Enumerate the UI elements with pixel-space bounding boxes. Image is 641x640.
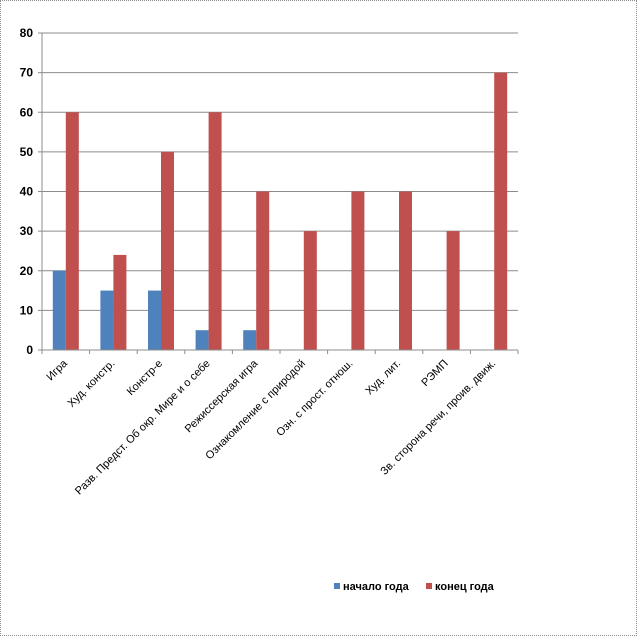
y-tick-label: 30 xyxy=(20,224,34,238)
bar-start-0 xyxy=(52,270,66,350)
bar-end-9 xyxy=(494,72,508,350)
x-tick-label: Ознакомление с природой xyxy=(203,358,308,463)
y-tick-label: 10 xyxy=(20,303,34,317)
bar-end-4 xyxy=(256,191,270,350)
bar-start-1 xyxy=(100,290,114,350)
x-tick-label: Худ. лит. xyxy=(363,358,403,398)
legend-swatch xyxy=(426,583,432,589)
legend-label: конец года xyxy=(435,581,495,593)
y-tick-label: 20 xyxy=(20,264,34,278)
bar-end-0 xyxy=(65,112,79,350)
bar-end-2 xyxy=(161,151,174,350)
bar-end-5 xyxy=(303,231,317,350)
bar-end-6 xyxy=(351,191,365,350)
y-tick-label: 0 xyxy=(26,343,33,357)
x-tick-label: Игра xyxy=(44,357,70,383)
legend-label: начало года xyxy=(343,581,410,593)
bar-end-7 xyxy=(399,191,412,350)
y-tick-label: 60 xyxy=(20,105,34,119)
x-tick-label: РЭМП xyxy=(419,358,450,389)
bar-start-2 xyxy=(148,290,161,350)
bar-end-8 xyxy=(446,231,460,350)
bar-end-1 xyxy=(113,254,127,350)
gridlines xyxy=(42,32,518,311)
legend-swatch xyxy=(334,583,340,589)
y-axis-ticks: 0 10 20 30 40 50 60 70 80 xyxy=(20,26,42,357)
axes xyxy=(41,33,519,354)
x-tick-label: Худ. констр. xyxy=(65,358,117,410)
x-tick-label: Констр-е xyxy=(125,358,165,398)
bar-end-3 xyxy=(208,112,222,350)
y-tick-label: 80 xyxy=(20,26,34,40)
y-tick-label: 70 xyxy=(20,66,34,80)
bars xyxy=(52,72,508,350)
y-tick-label: 50 xyxy=(20,145,34,159)
bar-start-4 xyxy=(243,330,257,350)
bar-start-3 xyxy=(195,330,209,350)
y-tick-label: 40 xyxy=(20,185,34,199)
legend: начало года конец года xyxy=(334,581,495,593)
